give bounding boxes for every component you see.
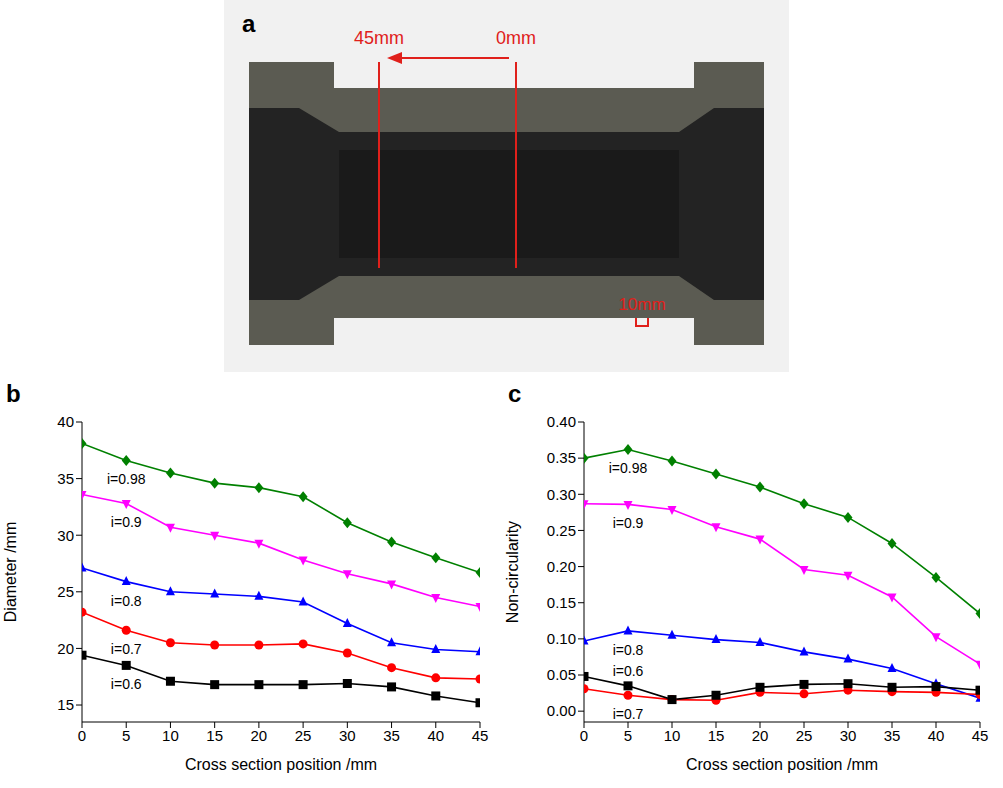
svg-text:35: 35 [884, 727, 901, 744]
svg-text:40: 40 [928, 727, 945, 744]
svg-text:a: a [242, 10, 256, 37]
svg-text:10mm: 10mm [618, 295, 665, 314]
svg-text:30: 30 [57, 527, 74, 544]
svg-text:0.15: 0.15 [547, 594, 576, 611]
svg-text:35: 35 [383, 727, 400, 744]
svg-text:Cross section position /mm: Cross section position /mm [185, 756, 377, 773]
svg-text:35: 35 [57, 470, 74, 487]
svg-text:i=0.8: i=0.8 [111, 593, 142, 609]
svg-text:0.10: 0.10 [547, 630, 576, 647]
svg-text:i=0.6: i=0.6 [111, 676, 142, 692]
svg-text:45mm: 45mm [354, 28, 404, 48]
svg-text:Cross section position /mm: Cross section position /mm [686, 756, 878, 773]
svg-text:20: 20 [57, 640, 74, 657]
svg-text:40: 40 [427, 727, 444, 744]
svg-text:25: 25 [57, 583, 74, 600]
svg-text:30: 30 [840, 727, 857, 744]
svg-text:0.20: 0.20 [547, 558, 576, 575]
svg-text:0: 0 [580, 727, 588, 744]
svg-text:10: 10 [162, 727, 179, 744]
svg-text:20: 20 [752, 727, 769, 744]
svg-text:i=0.7: i=0.7 [111, 641, 142, 657]
svg-text:i=0.9: i=0.9 [111, 514, 142, 530]
svg-text:15: 15 [206, 727, 223, 744]
svg-text:i=0.98: i=0.98 [107, 471, 146, 487]
svg-text:i=0.98: i=0.98 [609, 460, 648, 476]
svg-text:0mm: 0mm [496, 28, 536, 48]
svg-text:0.30: 0.30 [547, 486, 576, 503]
svg-text:45: 45 [972, 727, 989, 744]
svg-text:Diameter /mm: Diameter /mm [2, 522, 19, 622]
svg-text:25: 25 [295, 727, 312, 744]
html-text:b: b [6, 380, 21, 407]
svg-text:0.35: 0.35 [547, 449, 576, 466]
svg-text:Non-circularity: Non-circularity [504, 521, 521, 623]
svg-text:0.00: 0.00 [547, 702, 576, 719]
svg-text:0.40: 0.40 [547, 413, 576, 430]
html-text:c: c [508, 380, 522, 407]
svg-text:0.25: 0.25 [547, 522, 576, 539]
svg-text:i=0.8: i=0.8 [613, 642, 644, 658]
svg-text:5: 5 [624, 727, 632, 744]
svg-text:20: 20 [251, 727, 268, 744]
svg-text:i=0.6: i=0.6 [613, 663, 644, 679]
svg-text:15: 15 [57, 696, 74, 713]
svg-text:5: 5 [122, 727, 130, 744]
svg-text:30: 30 [339, 727, 356, 744]
svg-text:45: 45 [472, 727, 489, 744]
svg-text:0.05: 0.05 [547, 666, 576, 683]
svg-text:25: 25 [796, 727, 813, 744]
svg-text:i=0.9: i=0.9 [613, 515, 644, 531]
svg-text:10: 10 [664, 727, 681, 744]
svg-text:15: 15 [708, 727, 725, 744]
svg-text:0: 0 [78, 727, 86, 744]
svg-text:i=0.7: i=0.7 [613, 706, 644, 722]
svg-text:40: 40 [57, 413, 74, 430]
